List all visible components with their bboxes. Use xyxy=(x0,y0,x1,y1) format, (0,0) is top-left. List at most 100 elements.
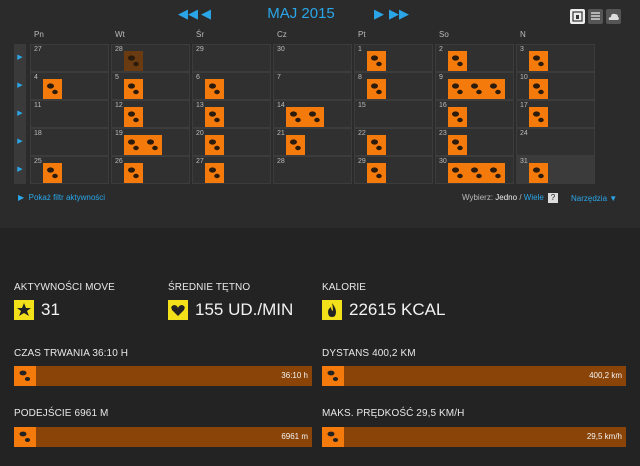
activity-icon[interactable] xyxy=(486,163,505,183)
activity-icon[interactable] xyxy=(529,79,548,99)
flame-icon xyxy=(322,300,342,320)
day-number: 1 xyxy=(358,46,362,53)
calendar-day[interactable]: 17 xyxy=(516,100,595,128)
calendar-panel: ◀◀ ◀ MAJ 2015 ▶ ▶▶ Pn Wt Śr Cz Pt So N ▶ 27 28 29 3… xyxy=(0,0,640,228)
duration-label: Czas trwania 36:10 h xyxy=(14,348,129,359)
tools-menu[interactable]: Narzędzia ▼ xyxy=(571,194,617,203)
calendar-day[interactable]: 3 xyxy=(516,44,595,72)
calendar-day[interactable]: 28 xyxy=(273,156,352,184)
activity-filter-link[interactable]: ▶ Pokaż filtr aktywności xyxy=(18,193,106,202)
week-expand-button[interactable]: ▶ xyxy=(14,44,26,72)
calendar-day[interactable]: 19 xyxy=(111,128,190,156)
calendar-day[interactable]: 9 xyxy=(435,72,514,100)
calendar-day[interactable]: 22 xyxy=(354,128,433,156)
select-many-option[interactable]: Wiele xyxy=(523,193,544,202)
calendar-day[interactable]: 28 xyxy=(111,44,190,72)
activity-icon[interactable] xyxy=(448,107,467,127)
activity-icon[interactable] xyxy=(529,163,548,183)
calendar-day[interactable]: 16 xyxy=(435,100,514,128)
day-number: 2 xyxy=(439,46,443,53)
calendar-day[interactable]: 31 xyxy=(516,156,595,184)
activity-icon[interactable] xyxy=(205,135,224,155)
activity-icon[interactable] xyxy=(367,51,386,71)
calendar-day[interactable]: 29 xyxy=(192,44,271,72)
calendar-day[interactable]: 27 xyxy=(30,44,109,72)
calendar-day[interactable]: 27 xyxy=(192,156,271,184)
calendar-day[interactable]: 13 xyxy=(192,100,271,128)
chevron-down-icon: ▼ xyxy=(609,194,618,203)
calendar-day[interactable]: 11 xyxy=(30,100,109,128)
calendar-day[interactable]: 2 xyxy=(435,44,514,72)
calendar-day[interactable]: 6 xyxy=(192,72,271,100)
activity-icon[interactable] xyxy=(205,163,224,183)
next-month-button[interactable]: ▶ xyxy=(374,6,384,21)
activity-icon[interactable] xyxy=(448,51,467,71)
calendar-day[interactable]: 14 xyxy=(273,100,352,128)
activity-icon[interactable] xyxy=(286,135,305,155)
select-one-option[interactable]: Jedno xyxy=(495,193,518,202)
activity-icon[interactable] xyxy=(205,79,224,99)
activity-icon[interactable] xyxy=(205,107,224,127)
activity-icon[interactable] xyxy=(486,79,505,99)
calendar-day[interactable]: 23 xyxy=(435,128,514,156)
calendar-day[interactable]: 24 xyxy=(516,128,595,156)
calendar-day[interactable]: 26 xyxy=(111,156,190,184)
calendar-day[interactable]: 7 xyxy=(273,72,352,100)
day-number: 7 xyxy=(277,74,281,81)
activity-icon[interactable] xyxy=(448,163,467,183)
heart-rate-label: Średnie tętno xyxy=(168,282,251,293)
next-year-button[interactable]: ▶▶ xyxy=(389,6,409,21)
calendar-day[interactable]: 15 xyxy=(354,100,433,128)
calendar-day[interactable]: 29 xyxy=(354,156,433,184)
prev-year-button[interactable]: ◀◀ xyxy=(178,6,198,21)
activity-icon[interactable] xyxy=(305,107,324,127)
activity-icon[interactable] xyxy=(124,107,143,127)
activity-icon[interactable] xyxy=(448,79,467,99)
activity-icon[interactable] xyxy=(448,135,467,155)
calendar-day[interactable]: 12 xyxy=(111,100,190,128)
activity-icon[interactable] xyxy=(367,135,386,155)
activity-icon[interactable] xyxy=(124,51,143,71)
calendar-day[interactable]: 4 xyxy=(30,72,109,100)
calendar-day[interactable]: 30 xyxy=(435,156,514,184)
calendar-day[interactable]: 10 xyxy=(516,72,595,100)
distance-value: 400,2 km xyxy=(589,371,622,380)
activity-icon xyxy=(322,366,344,386)
prev-month-button[interactable]: ◀ xyxy=(201,6,211,21)
calendar-day[interactable]: 25 xyxy=(30,156,109,184)
activity-icon[interactable] xyxy=(124,135,143,155)
calendar-day[interactable]: 30 xyxy=(273,44,352,72)
activity-icon[interactable] xyxy=(467,163,486,183)
calendar-day[interactable]: 5 xyxy=(111,72,190,100)
activity-icon[interactable] xyxy=(467,79,486,99)
select-mode: Wybierz: Jedno / Wiele ? xyxy=(462,193,559,203)
distance-bar: 400,2 km xyxy=(322,366,626,386)
day-number: 3 xyxy=(520,46,524,53)
week-expand-button[interactable]: ▶ xyxy=(14,128,26,156)
cloud-view-icon[interactable] xyxy=(606,9,621,24)
week-expand-button[interactable]: ▶ xyxy=(14,72,26,100)
week-expand-button[interactable]: ▶ xyxy=(14,100,26,128)
calendar-day[interactable]: 1 xyxy=(354,44,433,72)
help-icon[interactable]: ? xyxy=(548,193,559,203)
activity-icon[interactable] xyxy=(143,135,162,155)
month-title: MAJ 2015 xyxy=(267,5,335,22)
week-expand-button[interactable]: ▶ xyxy=(14,156,26,184)
max-speed-value: 29,5 km/h xyxy=(586,432,622,441)
activity-icon[interactable] xyxy=(367,163,386,183)
activity-icon[interactable] xyxy=(124,163,143,183)
calendar-view-icon[interactable] xyxy=(570,9,585,24)
list-view-icon[interactable] xyxy=(588,9,603,24)
calendar-day[interactable]: 20 xyxy=(192,128,271,156)
activity-icon[interactable] xyxy=(529,107,548,127)
activity-icon[interactable] xyxy=(43,163,62,183)
activity-icon[interactable] xyxy=(529,51,548,71)
activity-icon[interactable] xyxy=(367,79,386,99)
activity-icon[interactable] xyxy=(124,79,143,99)
calendar-day[interactable]: 21 xyxy=(273,128,352,156)
activity-icon[interactable] xyxy=(286,107,305,127)
calendar-day[interactable]: 8 xyxy=(354,72,433,100)
day-number: 30 xyxy=(439,158,447,165)
activity-icon[interactable] xyxy=(43,79,62,99)
calendar-day[interactable]: 18 xyxy=(30,128,109,156)
